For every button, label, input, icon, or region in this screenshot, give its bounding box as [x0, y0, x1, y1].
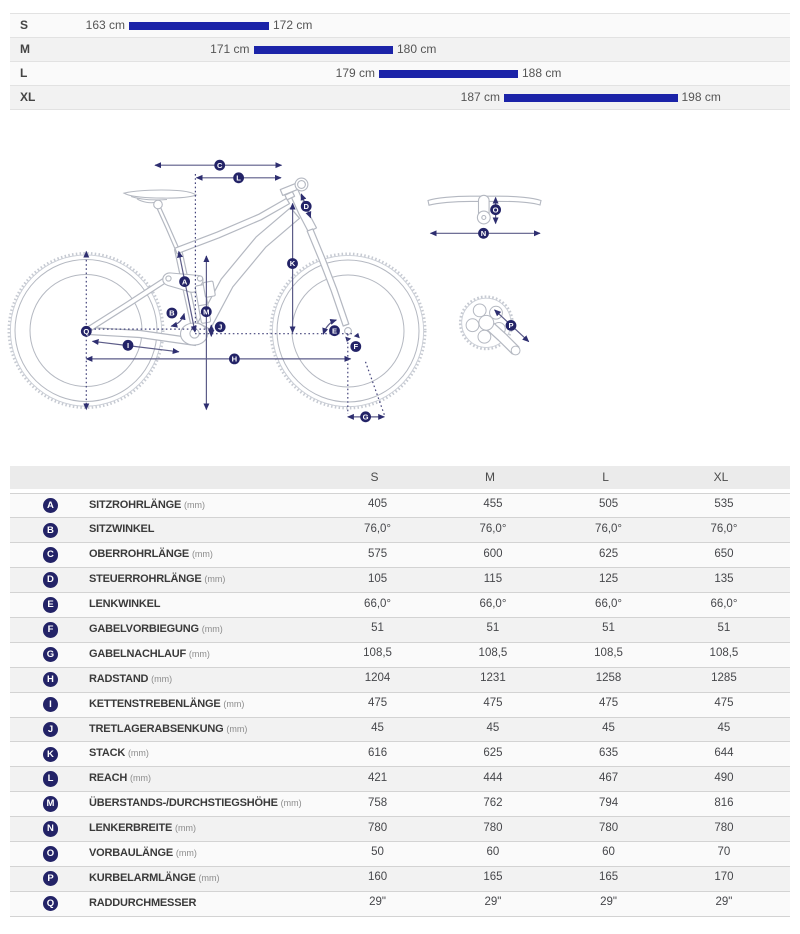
svg-text:L: L: [236, 174, 241, 183]
svg-text:O: O: [493, 205, 499, 214]
svg-text:H: H: [232, 355, 237, 364]
svg-text:F: F: [353, 342, 358, 351]
svg-text:A: A: [182, 277, 188, 286]
svg-text:B: B: [169, 309, 175, 318]
svg-text:Q: Q: [83, 327, 89, 336]
svg-text:P: P: [508, 321, 513, 330]
svg-text:C: C: [217, 161, 223, 170]
svg-text:E: E: [332, 326, 337, 335]
svg-text:J: J: [218, 323, 222, 332]
svg-text:M: M: [203, 307, 209, 316]
svg-text:N: N: [481, 229, 486, 238]
svg-text:D: D: [303, 202, 309, 211]
svg-text:G: G: [363, 413, 369, 422]
svg-text:I: I: [127, 341, 129, 350]
svg-text:K: K: [290, 259, 296, 268]
